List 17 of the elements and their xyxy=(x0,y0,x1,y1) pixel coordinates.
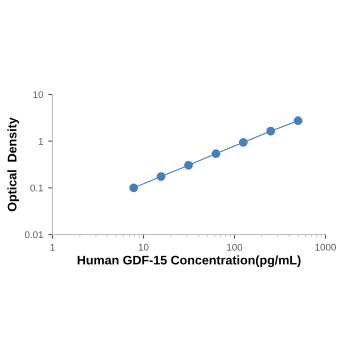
x-tick-label: 1 xyxy=(50,244,55,251)
y-tick-label: 1 xyxy=(38,138,43,145)
y-tick-label: 0.01 xyxy=(24,231,43,238)
point xyxy=(129,183,138,192)
y-axis-title: Optical Density xyxy=(7,117,19,212)
y-tick-label: 0.1 xyxy=(30,184,43,192)
point xyxy=(266,126,276,136)
x-axis-title: Human GDF-15 Concentration(pg/mL) xyxy=(78,255,301,268)
point xyxy=(212,149,220,158)
y-tick-label: 10 xyxy=(33,91,44,98)
x-tick-label: 10 xyxy=(138,244,149,251)
point xyxy=(238,138,248,147)
point xyxy=(156,172,166,181)
point xyxy=(184,160,193,170)
x-tick-label: 1000 xyxy=(315,244,336,251)
x-tick-label: 100 xyxy=(227,244,242,251)
point xyxy=(294,116,302,126)
